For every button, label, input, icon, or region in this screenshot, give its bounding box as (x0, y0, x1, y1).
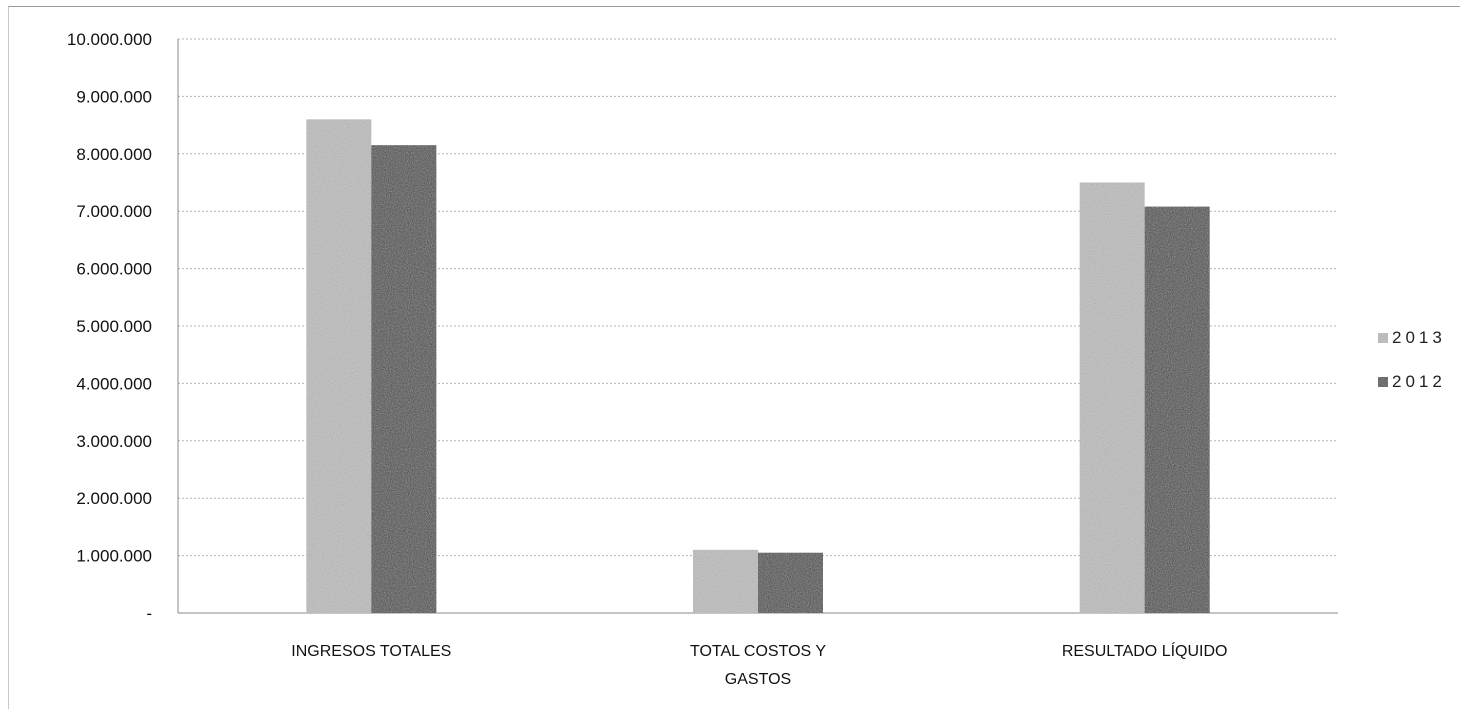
bar-2013 (306, 119, 372, 614)
legend: 2013 2012 (1378, 328, 1446, 391)
y-tick-label: 7.000.000 (76, 202, 152, 221)
legend-swatch-2013 (1378, 333, 1388, 343)
bar-2013 (1079, 182, 1145, 613)
y-tick-label: - (146, 604, 152, 623)
bar-2012 (371, 145, 437, 613)
y-tick-label: 3.000.000 (76, 432, 152, 451)
x-category-label: GASTOS (725, 671, 791, 688)
y-tick-label: 8.000.000 (76, 145, 152, 164)
bar-2012 (1144, 206, 1210, 613)
bars (306, 119, 1210, 614)
y-tick-label: 5.000.000 (76, 317, 152, 336)
x-axis-category-labels: INGRESOS TOTALES TOTAL COSTOS Y GASTOS RESU… (291, 641, 1227, 688)
y-tick-label: 10.000.000 (67, 30, 152, 49)
y-tick-label: 9.000.000 (76, 87, 152, 106)
y-tick-label: 1.000.000 (76, 547, 152, 566)
x-category-label: TOTAL COSTOS Y (690, 643, 826, 660)
y-axis-tick-labels: - 1.000.000 2.000.000 3.000.000 4.000.000 5.0… (67, 30, 152, 623)
legend-swatch-2012 (1378, 377, 1388, 387)
x-category-label: INGRESOS TOTALES (291, 643, 451, 660)
bar-2012 (758, 552, 823, 613)
x-category-label: RESULTADO LÍQUIDO (1062, 641, 1228, 660)
legend-label-2012: 2012 (1392, 372, 1446, 391)
y-tick-label: 4.000.000 (76, 374, 152, 393)
y-tick-label: 2.000.000 (76, 489, 152, 508)
legend-label-2013: 2013 (1392, 328, 1446, 347)
bar-2013 (693, 549, 758, 613)
y-tick-label: 6.000.000 (76, 260, 152, 279)
chart-frame (8, 6, 1460, 709)
